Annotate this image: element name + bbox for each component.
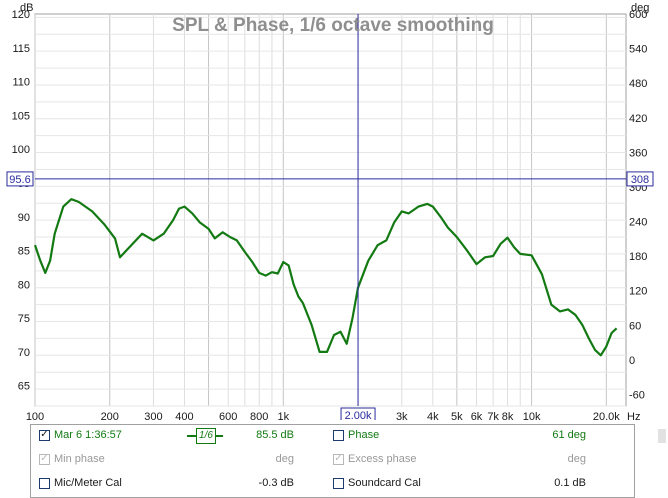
x-tick-label: 1k xyxy=(277,411,289,420)
x-tick-label: 20.0k xyxy=(593,411,620,420)
y-tick-label-right: -60 xyxy=(629,389,645,401)
y-axis-label-left: dB xyxy=(20,2,33,14)
y-tick-label-left: 120 xyxy=(12,9,30,21)
chart-title: SPL & Phase, 1/6 octave smoothing xyxy=(172,15,494,36)
spl-trace-line xyxy=(33,198,618,357)
x-tick-label: 6k xyxy=(471,411,483,420)
legend-item-left[interactable]: ✓ Mar 6 1:36:57 xyxy=(39,429,122,441)
y-tick-label-left: 70 xyxy=(18,347,30,359)
legend-item-right[interactable]: Soundcard Cal xyxy=(333,477,421,489)
x-tick-label: 4k xyxy=(427,411,439,420)
legend-item-left[interactable]: Mic/Meter Cal xyxy=(39,477,122,489)
legend-item-left[interactable]: ✓ Min phase xyxy=(39,453,105,465)
y-tick-label-left: 100 xyxy=(12,144,30,156)
legend-label: Min phase xyxy=(54,453,105,465)
cursor-x-readout-box xyxy=(340,407,376,420)
y-tick-label-left: 90 xyxy=(18,212,30,224)
x-tick-label: 3k xyxy=(396,411,408,420)
legend-checkbox: ✓ xyxy=(333,453,344,465)
y-tick-label-right: 180 xyxy=(629,251,647,263)
y-tick-label-left: 85 xyxy=(18,246,30,258)
x-tick-label: 7k xyxy=(487,411,499,420)
legend-row: Mic/Meter Cal -0.3 dB Soundcard Cal 0.1 dB xyxy=(31,473,634,495)
x-tick-label: 800 xyxy=(250,411,268,420)
smoothing-label: 1/6 xyxy=(196,428,216,444)
legend-label: Phase xyxy=(348,429,380,441)
y-tick-label-left: 65 xyxy=(18,381,30,393)
y-tick-label-right: 0 xyxy=(629,355,635,367)
y-axis-label-right: deg xyxy=(631,2,649,14)
y-tick-label-right: 480 xyxy=(629,78,647,90)
cursor-y-readout-right: 308 xyxy=(631,174,649,186)
cursor-y-readout-right-box xyxy=(626,171,654,187)
y-tick-label-right: 600 xyxy=(629,9,647,21)
x-axis-unit-label: Hz xyxy=(627,411,640,420)
legend-value: 61 deg xyxy=(552,429,586,441)
x-tick-label: 300 xyxy=(144,411,162,420)
x-tick-label: 8k xyxy=(502,411,514,420)
y-tick-label-right: 60 xyxy=(629,320,641,332)
cursor-y-readout-left-box xyxy=(6,171,34,187)
legend-checkbox[interactable] xyxy=(333,477,344,489)
x-tick-label: 400 xyxy=(175,411,193,420)
x-tick-label: 10k xyxy=(523,411,541,420)
legend-value: deg xyxy=(567,453,586,465)
legend-value: 85.5 dB xyxy=(256,429,294,441)
x-tick-label: 100 xyxy=(26,411,44,420)
y-tick-label-right: 420 xyxy=(629,113,647,125)
y-tick-label-left: 105 xyxy=(12,110,30,122)
legend-checkbox[interactable]: ✓ xyxy=(39,429,50,441)
spl-phase-chart[interactable]: 65707580859095100105110115120-6006012018… xyxy=(0,0,668,420)
y-tick-label-right: 360 xyxy=(629,147,647,159)
y-tick-label-left: 80 xyxy=(18,279,30,291)
y-tick-label-right: 540 xyxy=(629,44,647,56)
legend-label: Mic/Meter Cal xyxy=(54,477,122,489)
x-tick-label: 5k xyxy=(451,411,463,420)
cursor-y-readout-left: 95.6 xyxy=(9,174,30,186)
y-tick-label-left: 110 xyxy=(12,77,30,89)
legend-item-right[interactable]: ✓ Excess phase xyxy=(333,453,416,465)
legend-value: deg xyxy=(275,453,294,465)
legend-checkbox[interactable] xyxy=(39,477,50,489)
legend-checkbox: ✓ xyxy=(39,453,50,465)
legend-value: -0.3 dB xyxy=(258,477,294,489)
x-tick-label: 600 xyxy=(219,411,237,420)
x-tick-label: 200 xyxy=(101,411,119,420)
legend-value: 0.1 dB xyxy=(554,477,586,489)
legend-scrollbar[interactable] xyxy=(658,429,666,443)
y-tick-label-right: 240 xyxy=(629,217,647,229)
smoothing-swatch[interactable]: 1/6 xyxy=(187,427,223,445)
plot-area xyxy=(34,13,627,407)
legend-row: ✓ Min phase deg ✓ Excess phase deg xyxy=(31,449,634,471)
legend-label: Mar 6 1:36:57 xyxy=(54,429,122,441)
legend-row: ✓ Mar 6 1:36:57 1/6 85.5 dB Phase 61 deg xyxy=(31,425,634,447)
y-tick-label-left: 115 xyxy=(12,43,30,55)
legend-checkbox[interactable] xyxy=(333,429,344,441)
trace-legend-panel: ✓ Mar 6 1:36:57 1/6 85.5 dB Phase 61 deg ✓ Min … xyxy=(30,424,666,498)
legend-item-right[interactable]: Phase xyxy=(333,429,379,441)
cursor-x-readout: 2.00k xyxy=(345,410,372,420)
y-tick-label-left: 75 xyxy=(18,313,30,325)
legend-label: Soundcard Cal xyxy=(348,477,421,489)
legend-label: Excess phase xyxy=(348,453,417,465)
y-tick-label-right: 120 xyxy=(629,286,647,298)
